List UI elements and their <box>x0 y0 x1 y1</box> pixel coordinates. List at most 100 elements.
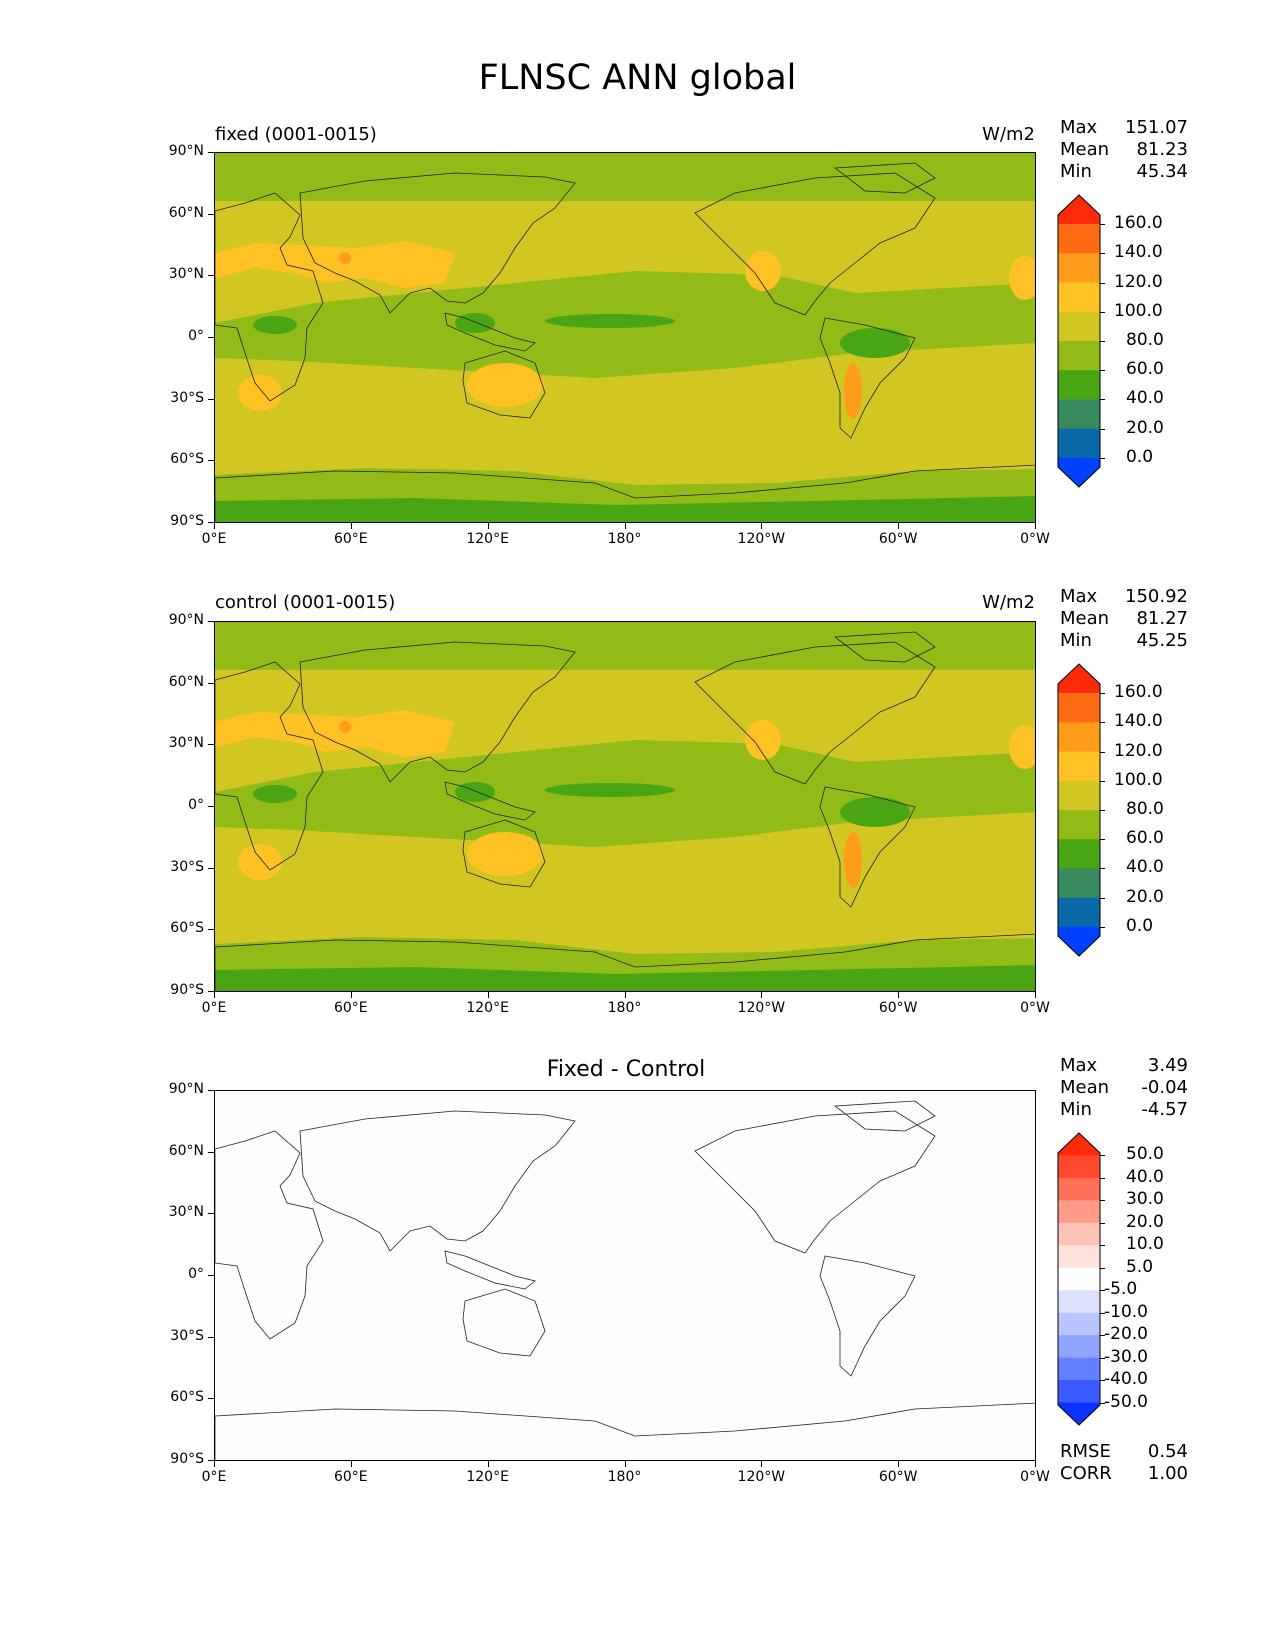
continent-australia-outline <box>462 1288 546 1357</box>
y-tick <box>208 1213 214 1215</box>
colorbar-tick <box>1100 1357 1105 1359</box>
colorbar-label: 120.0 <box>1114 271 1163 292</box>
y-tick-label: 90°N <box>168 1081 204 1097</box>
stat-mean-label: Mean <box>1060 608 1110 629</box>
colorbar-label: 30.0 <box>1126 1189 1164 1210</box>
y-tick-label: 30°S <box>170 858 204 875</box>
colorbar-tick <box>1100 926 1105 928</box>
stats-box: Max 3.49 Mean -0.04 Min -4.57 <box>1060 1055 1188 1121</box>
x-tick <box>350 1461 352 1467</box>
y-tick <box>208 398 214 400</box>
colorbar-label: 40.0 <box>1126 857 1164 878</box>
x-tick <box>624 523 626 529</box>
y-tick <box>208 213 214 215</box>
rmse-corr-box: RMSE 0.54 CORR 1.00 <box>1060 1441 1188 1485</box>
colorbar-segment <box>1058 693 1100 723</box>
stat-min-label: Min <box>1060 630 1092 651</box>
continent-greenland-outline <box>833 1100 936 1132</box>
colorbar-segment <box>1058 1245 1100 1269</box>
colorbar-outline <box>1057 194 1101 488</box>
stat-min-label: Min <box>1060 1099 1092 1120</box>
colorbar-tick <box>1100 1402 1105 1404</box>
stat-max-value: 3.49 <box>1147 1055 1188 1076</box>
y-tick-label: 30°S <box>170 1327 204 1344</box>
colorbar-top-extension <box>1058 664 1100 694</box>
y-tick-label: 60°S <box>170 1389 204 1406</box>
continent-south-america-outline <box>819 786 916 908</box>
andes-120-140 <box>844 363 862 419</box>
sahara-west-100-120 <box>1009 256 1035 300</box>
x-tick <box>487 1461 489 1467</box>
mexico-100-120 <box>745 251 781 291</box>
stat-min-value: -4.57 <box>1141 1099 1188 1120</box>
colorbar-label: -30.0 <box>1104 1346 1148 1367</box>
colorbar-tick <box>1100 341 1105 342</box>
sahara-west-100-120 <box>1009 725 1035 769</box>
y-tick <box>208 1151 214 1153</box>
x-tick-label: 0°E <box>201 1000 227 1016</box>
y-tick <box>208 275 214 277</box>
continent-australia-outline <box>462 819 546 888</box>
y-tick-label: 90°N <box>168 143 204 159</box>
sahara-arabia-100-120 <box>215 710 455 757</box>
y-tick-label: 60°N <box>168 1142 204 1159</box>
colorbar-outline <box>1057 663 1101 957</box>
x-tick <box>487 992 489 998</box>
continent-south-america-outline <box>819 317 916 439</box>
stat-max-value: 150.92 <box>1125 586 1188 607</box>
colorbar-segment <box>1058 224 1100 254</box>
colorbar-bottom-extension <box>1058 1402 1100 1425</box>
colorbar-label: 120.0 <box>1114 740 1163 761</box>
colorbar-segment <box>1058 311 1100 342</box>
y-tick <box>208 152 214 153</box>
x-tick-label: 120°W <box>737 531 786 547</box>
map-control <box>214 621 1036 992</box>
x-tick-label: 120°E <box>466 1469 509 1485</box>
stat-mean-label: Mean <box>1060 1077 1110 1098</box>
stat-mean-value: 81.27 <box>1136 608 1188 629</box>
map-fixed <box>214 152 1036 523</box>
colorbar-segment <box>1058 1177 1100 1201</box>
stat-max-value: 151.07 <box>1125 117 1188 138</box>
colorbar-segment <box>1058 1267 1100 1291</box>
rmse-label: RMSE <box>1060 1441 1111 1462</box>
y-tick <box>208 1336 214 1338</box>
colorbar-label: 140.0 <box>1114 242 1163 263</box>
arctic-band-60-80 <box>215 622 1035 670</box>
colorbar-label: 10.0 <box>1126 1234 1164 1255</box>
continent-maritime-outline <box>444 781 536 821</box>
colorbar-label: 40.0 <box>1126 1166 1164 1187</box>
stat-min-value: 45.25 <box>1136 630 1188 651</box>
colorbar-label: 50.0 <box>1126 1144 1164 1165</box>
colorbar-tick <box>1100 751 1105 753</box>
panel-title-left: control (0001-0015) <box>215 592 396 613</box>
y-tick <box>208 460 214 462</box>
australia-100-120 <box>467 832 543 876</box>
x-tick <box>898 523 900 529</box>
x-tick-label: 60°E <box>333 1469 368 1485</box>
stats-box: Max 150.92 Mean 81.27 Min 45.25 <box>1060 586 1188 652</box>
x-tick-label: 180° <box>607 1469 642 1485</box>
y-tick-label: 90°S <box>170 982 204 998</box>
x-tick <box>624 992 626 998</box>
colorbar-segment <box>1058 1312 1100 1336</box>
continent-asia-outline <box>299 172 576 314</box>
colorbar-label: 0.0 <box>1126 446 1154 467</box>
stat-max-label: Max <box>1060 586 1098 607</box>
colorbar-segment <box>1058 722 1100 753</box>
continent-north-america-outline <box>694 1110 936 1254</box>
colorbar-tick <box>1100 839 1105 841</box>
continent-asia-outline <box>299 1110 576 1252</box>
indonesia-40-60 <box>455 313 495 333</box>
colorbar-tick <box>1100 1177 1105 1179</box>
colorbar-segment <box>1058 428 1100 459</box>
colorbar-tick <box>1100 1267 1105 1269</box>
y-tick-label: 0° <box>188 1266 204 1282</box>
x-tick-label: 0°E <box>201 1469 227 1485</box>
panel-units: W/m2 <box>982 592 1035 613</box>
colorbar-segment <box>1058 1200 1100 1224</box>
colorbar-tick <box>1100 253 1105 255</box>
y-tick <box>208 1460 214 1461</box>
y-tick-label: 0° <box>188 328 204 344</box>
mexico-100-120 <box>745 720 781 760</box>
